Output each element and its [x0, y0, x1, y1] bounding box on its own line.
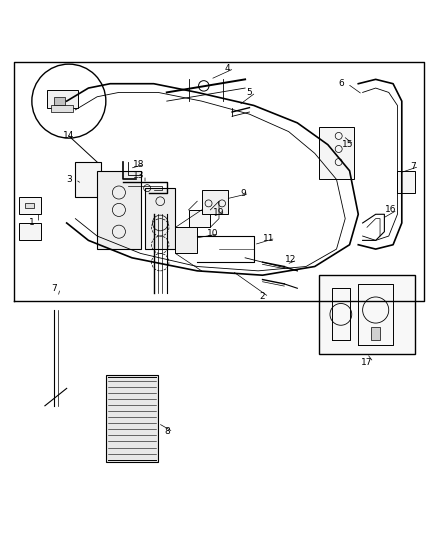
FancyBboxPatch shape: [145, 188, 176, 249]
Text: 6: 6: [338, 79, 344, 88]
FancyBboxPatch shape: [106, 375, 158, 462]
Text: 7: 7: [51, 284, 57, 293]
FancyBboxPatch shape: [397, 171, 415, 192]
Text: 19: 19: [213, 207, 225, 216]
Text: 3: 3: [66, 175, 72, 184]
FancyBboxPatch shape: [176, 228, 197, 254]
FancyBboxPatch shape: [319, 275, 415, 353]
Text: 11: 11: [263, 233, 275, 243]
FancyBboxPatch shape: [47, 90, 78, 108]
Text: 15: 15: [342, 140, 353, 149]
FancyBboxPatch shape: [51, 106, 73, 112]
FancyBboxPatch shape: [319, 127, 354, 180]
Text: 8: 8: [164, 427, 170, 437]
FancyBboxPatch shape: [54, 97, 65, 106]
Text: 16: 16: [385, 205, 397, 214]
Text: 10: 10: [207, 229, 218, 238]
Text: 4: 4: [225, 64, 230, 73]
FancyBboxPatch shape: [19, 197, 41, 214]
FancyBboxPatch shape: [25, 204, 34, 208]
FancyBboxPatch shape: [75, 162, 102, 197]
Text: 5: 5: [247, 88, 252, 97]
FancyBboxPatch shape: [19, 223, 41, 240]
Text: 7: 7: [410, 162, 416, 171]
FancyBboxPatch shape: [97, 171, 141, 249]
Text: 13: 13: [133, 171, 144, 180]
FancyBboxPatch shape: [371, 327, 380, 341]
Text: 18: 18: [133, 160, 144, 169]
Text: 14: 14: [63, 132, 74, 140]
Text: 17: 17: [361, 358, 373, 367]
FancyBboxPatch shape: [201, 190, 228, 214]
Text: 9: 9: [240, 189, 246, 198]
Text: 2: 2: [260, 293, 265, 302]
Text: 12: 12: [285, 255, 297, 264]
FancyBboxPatch shape: [188, 210, 210, 228]
Text: 1: 1: [29, 219, 35, 228]
